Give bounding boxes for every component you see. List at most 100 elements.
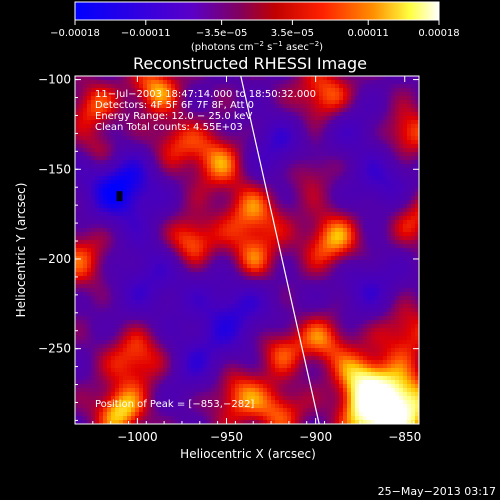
heatmap-pixel xyxy=(367,96,371,100)
heatmap-pixel xyxy=(383,300,387,304)
heatmap-pixel xyxy=(107,200,111,204)
heatmap-pixel xyxy=(95,304,99,308)
heatmap-pixel xyxy=(123,304,127,308)
heatmap-pixel xyxy=(267,236,271,240)
heatmap-pixel xyxy=(299,276,303,280)
heatmap-pixel xyxy=(147,120,151,124)
heatmap-pixel xyxy=(279,156,283,160)
heatmap-pixel xyxy=(95,184,99,188)
heatmap-pixel xyxy=(339,112,343,116)
heatmap-pixel xyxy=(395,184,399,188)
heatmap-pixel xyxy=(103,104,107,108)
heatmap-pixel xyxy=(407,92,411,96)
heatmap-pixel xyxy=(367,264,371,268)
heatmap-pixel xyxy=(215,284,219,288)
heatmap-pixel xyxy=(223,216,227,220)
heatmap-pixel xyxy=(115,248,119,252)
heatmap-pixel xyxy=(375,220,379,224)
heatmap-pixel xyxy=(95,236,99,240)
heatmap-pixel xyxy=(415,148,419,152)
heatmap-pixel xyxy=(371,216,375,220)
heatmap-pixel xyxy=(131,296,135,300)
heatmap-pixel xyxy=(163,148,167,152)
heatmap-pixel xyxy=(367,276,371,280)
heatmap-pixel xyxy=(375,228,379,232)
heatmap-pixel xyxy=(91,160,95,164)
heatmap-pixel xyxy=(247,228,251,232)
heatmap-pixel xyxy=(87,168,91,172)
heatmap-pixel xyxy=(399,108,403,112)
heatmap-pixel xyxy=(307,248,311,252)
heatmap-pixel xyxy=(307,180,311,184)
heatmap-pixel xyxy=(223,252,227,256)
heatmap-pixel xyxy=(411,284,415,288)
heatmap-pixel xyxy=(383,180,387,184)
heatmap-pixel xyxy=(351,264,355,268)
heatmap-pixel xyxy=(195,160,199,164)
heatmap-pixel xyxy=(307,148,311,152)
heatmap-pixel xyxy=(379,208,383,212)
heatmap-pixel xyxy=(111,304,115,308)
heatmap-pixel xyxy=(291,232,295,236)
heatmap-pixel xyxy=(343,284,347,288)
heatmap-pixel xyxy=(347,160,351,164)
heatmap-pixel xyxy=(135,244,139,248)
heatmap-pixel xyxy=(207,236,211,240)
heatmap-pixel xyxy=(143,256,147,260)
heatmap-pixel xyxy=(223,272,227,276)
heatmap-pixel xyxy=(323,292,327,296)
heatmap-pixel xyxy=(107,160,111,164)
heatmap-pixel xyxy=(371,132,375,136)
heatmap-pixel xyxy=(135,88,139,92)
heatmap-pixel xyxy=(127,276,131,280)
heatmap-pixel xyxy=(311,140,315,144)
heatmap-pixel xyxy=(131,240,135,244)
heatmap-pixel xyxy=(311,268,315,272)
heatmap-pixel xyxy=(227,296,231,300)
heatmap-pixel xyxy=(327,116,331,120)
heatmap-pixel xyxy=(275,112,279,116)
heatmap-pixel xyxy=(271,100,275,104)
heatmap-pixel xyxy=(171,84,175,88)
heatmap-pixel xyxy=(319,288,323,292)
heatmap-pixel xyxy=(119,276,123,280)
heatmap-pixel xyxy=(279,240,283,244)
heatmap-pixel xyxy=(215,232,219,236)
heatmap-pixel xyxy=(195,228,199,232)
heatmap-pixel xyxy=(95,108,99,112)
heatmap-pixel xyxy=(171,100,175,104)
heatmap-pixel xyxy=(407,124,411,128)
heatmap-pixel xyxy=(239,268,243,272)
heatmap-pixel xyxy=(135,300,139,304)
heatmap-pixel xyxy=(359,80,363,84)
heatmap-pixel xyxy=(75,108,79,112)
heatmap-pixel xyxy=(207,120,211,124)
heatmap-pixel xyxy=(79,84,83,88)
heatmap-pixel xyxy=(119,212,123,216)
heatmap-pixel xyxy=(187,120,191,124)
heatmap-pixel xyxy=(127,76,131,80)
heatmap-pixel xyxy=(195,276,199,280)
heatmap-pixel xyxy=(391,128,395,132)
heatmap-pixel xyxy=(127,84,131,88)
heatmap-pixel xyxy=(331,284,335,288)
heatmap-pixel xyxy=(155,152,159,156)
heatmap-pixel xyxy=(363,116,367,120)
heatmap-pixel xyxy=(151,208,155,212)
heatmap-pixel xyxy=(183,212,187,216)
heatmap-pixel xyxy=(403,96,407,100)
heatmap-pixel xyxy=(139,160,143,164)
heatmap-pixel xyxy=(303,84,307,88)
heatmap-pixel xyxy=(303,100,307,104)
heatmap-pixel xyxy=(307,208,311,212)
heatmap-pixel xyxy=(147,80,151,84)
heatmap-pixel xyxy=(239,188,243,192)
heatmap-pixel xyxy=(171,116,175,120)
heatmap-pixel xyxy=(387,92,391,96)
heatmap-pixel xyxy=(395,188,399,192)
heatmap-pixel xyxy=(211,216,215,220)
heatmap-pixel xyxy=(243,156,247,160)
heatmap-pixel xyxy=(159,156,163,160)
heatmap-pixel xyxy=(211,84,215,88)
heatmap-pixel xyxy=(139,204,143,208)
